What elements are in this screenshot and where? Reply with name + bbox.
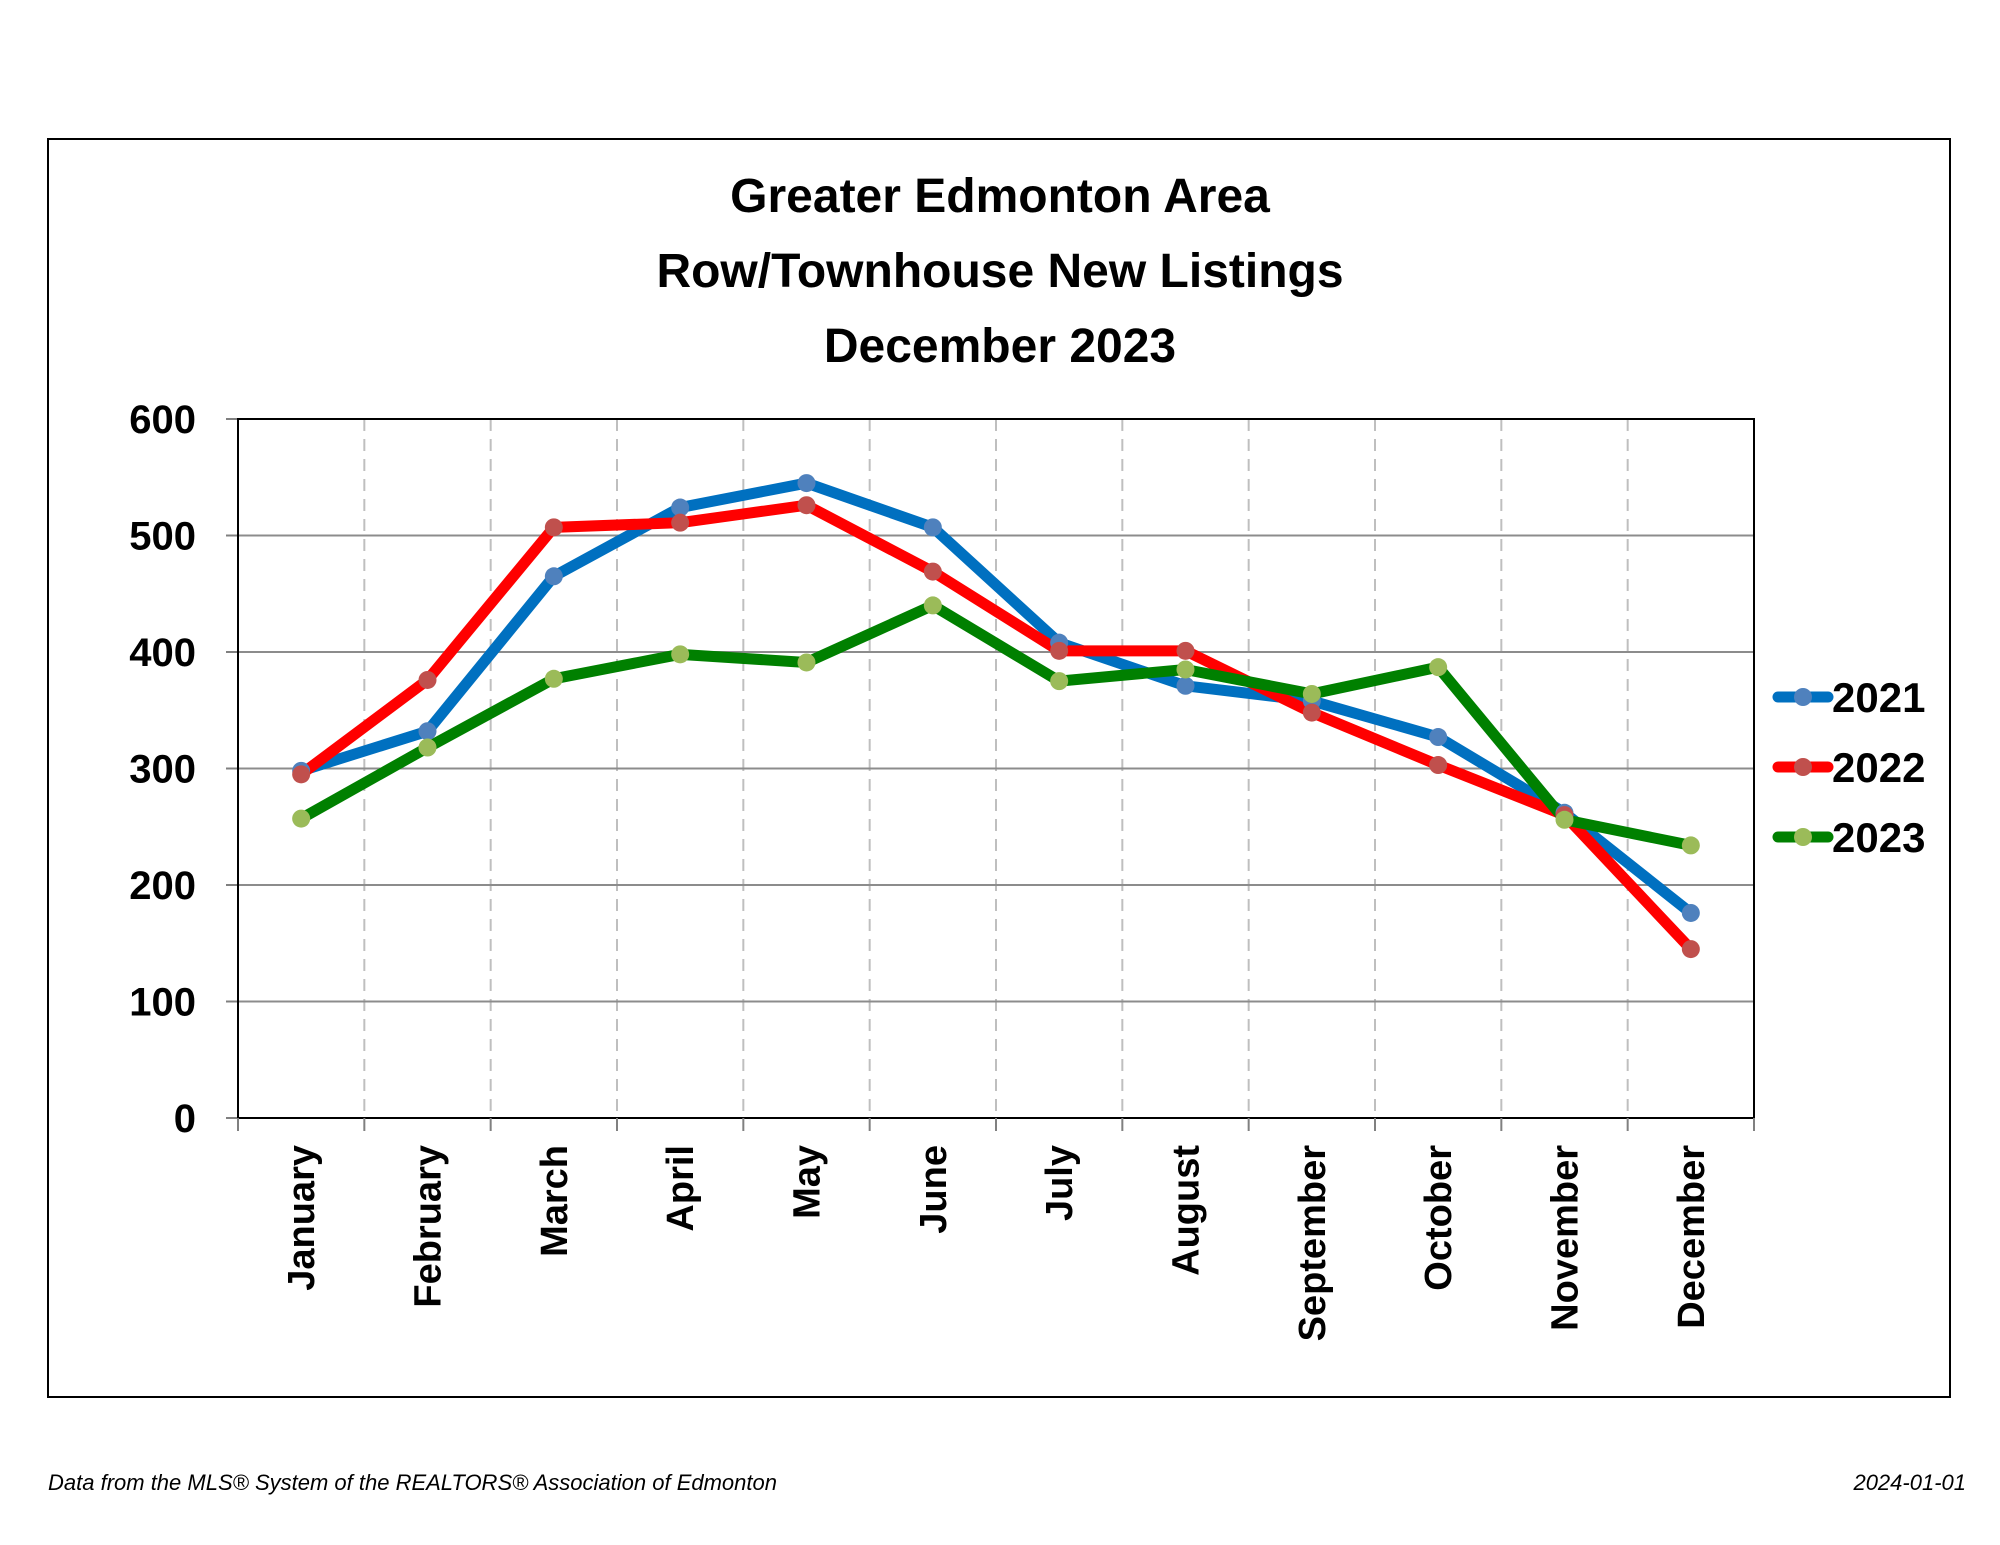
y-tick-label: 500: [129, 515, 196, 559]
data-point-2021: [671, 498, 690, 517]
data-point-2023: [544, 669, 563, 688]
chart-frame: [47, 138, 1951, 1398]
data-point-2021: [544, 567, 563, 586]
x-tick-label: April: [660, 1145, 702, 1232]
data-point-2022: [292, 765, 311, 784]
data-point-2021: [1681, 903, 1700, 922]
x-tick-label: January: [281, 1145, 323, 1291]
data-point-2022: [544, 518, 563, 537]
data-point-2023: [1302, 684, 1321, 703]
series-line-2023: [295, 599, 1697, 851]
data-point-2021: [1429, 728, 1448, 747]
data-point-2023: [797, 653, 816, 672]
data-point-2022: [418, 670, 437, 689]
data-point-2021: [418, 722, 437, 741]
data-point-2023: [923, 596, 942, 615]
data-point-2022: [1302, 703, 1321, 722]
y-tick-label: 400: [129, 631, 196, 675]
data-point-2023: [1681, 836, 1700, 855]
chart-title-line: Greater Edmonton Area: [730, 170, 1270, 223]
data-point-2023: [1050, 672, 1069, 691]
data-point-2021: [797, 474, 816, 493]
x-tick-label: June: [913, 1145, 955, 1234]
chart-title-line: December 2023: [824, 320, 1176, 373]
x-tick-label: July: [1039, 1145, 1081, 1221]
legend-label: 2022: [1832, 744, 1925, 791]
y-tick-label: 0: [174, 1097, 196, 1141]
data-point-2022: [1681, 940, 1700, 959]
x-tick-label: March: [534, 1145, 576, 1257]
series-line-2022: [295, 499, 1697, 955]
x-tick-label: October: [1418, 1145, 1460, 1291]
legend-label: 2021: [1832, 674, 1925, 721]
x-tick-label: May: [787, 1145, 829, 1219]
data-point-2023: [1555, 810, 1574, 829]
data-point-2023: [292, 809, 311, 828]
data-point-2022: [671, 513, 690, 532]
x-tick-label: August: [1166, 1145, 1208, 1276]
data-point-2023: [1176, 660, 1195, 679]
data-point-2022: [1176, 641, 1195, 660]
data-point-2023: [1429, 658, 1448, 677]
legend-marker-2023: [1794, 828, 1812, 846]
data-point-2022: [923, 562, 942, 581]
data-point-2023: [418, 738, 437, 757]
y-tick-label: 600: [129, 398, 196, 442]
data-point-2022: [797, 496, 816, 515]
x-tick-label: February: [408, 1145, 450, 1308]
x-tick-label: December: [1671, 1145, 1713, 1329]
footer-source: Data from the MLS® System of the REALTOR…: [48, 1470, 777, 1495]
footer-date: 2024-01-01: [1853, 1470, 1966, 1495]
x-tick-label: September: [1292, 1145, 1334, 1342]
y-tick-label: 300: [129, 748, 196, 792]
legend-marker-2021: [1794, 688, 1812, 706]
legend-label: 2023: [1832, 814, 1925, 861]
legend-marker-2022: [1794, 758, 1812, 776]
chart-title-line: Row/Townhouse New Listings: [656, 245, 1343, 298]
data-point-2022: [1429, 756, 1448, 775]
data-point-2023: [671, 645, 690, 664]
y-tick-label: 100: [129, 981, 196, 1025]
data-point-2022: [1050, 641, 1069, 660]
x-tick-label: November: [1545, 1145, 1587, 1331]
series-line-2021: [295, 477, 1697, 919]
data-point-2021: [923, 518, 942, 537]
data-point-2021: [1176, 676, 1195, 695]
y-tick-label: 200: [129, 864, 196, 908]
